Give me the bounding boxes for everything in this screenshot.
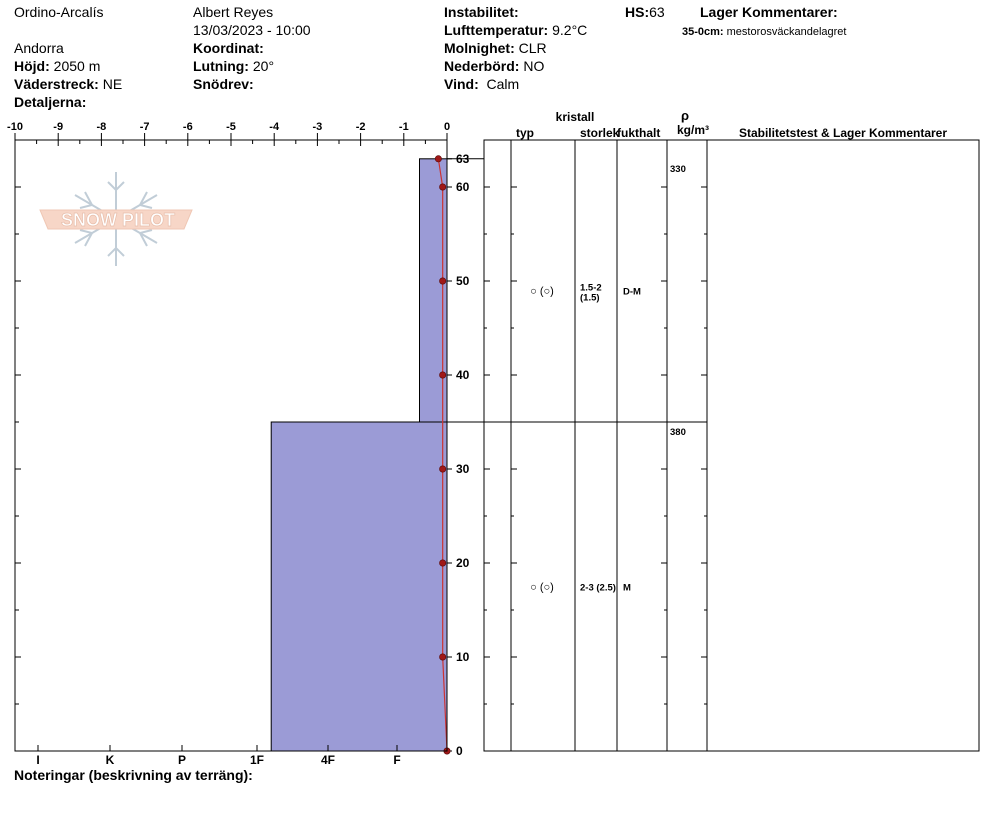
temperature-point	[439, 183, 447, 191]
depth-tick-label: 20	[456, 556, 470, 570]
layer-grain-type: ○ (○)	[530, 285, 554, 297]
layer-density: 380	[670, 427, 686, 438]
layer-grain-size-avg: (1.5)	[580, 292, 600, 303]
temp-tick-label: -2	[356, 121, 366, 133]
layer-grain-size: 1.5-2	[580, 282, 602, 293]
header-crystal: kristall	[556, 110, 595, 124]
hardness-tick-label: 4F	[321, 753, 335, 767]
wind: Vind: Calm	[444, 76, 519, 92]
aspect-label: Väderstreck:	[14, 76, 99, 92]
layer-comment-range: 35-0cm:	[682, 26, 724, 38]
layer-grain-type: ○ (○)	[530, 582, 554, 594]
header-stability: Stabilitetstest & Lager Kommentarer	[739, 126, 947, 140]
header-size: storlek	[580, 126, 620, 140]
region: Andorra	[14, 40, 64, 56]
temp-tick-label: 0	[444, 121, 450, 133]
hardness-tick-label: I	[36, 753, 39, 767]
chart-frame	[14, 139, 448, 752]
slope-value: 20°	[252, 58, 275, 74]
depth-tick-label: 30	[456, 462, 470, 476]
header-moisture: fukthalt	[617, 126, 660, 140]
watermark-text: SNOW PILOT	[61, 210, 175, 230]
layer-density: 330	[670, 164, 686, 175]
location: Ordino-Arcalís	[14, 4, 104, 20]
temp-tick-label: -3	[313, 121, 323, 133]
temp-tick-label: -5	[226, 121, 236, 133]
header-density-unit: kg/m³	[677, 123, 709, 137]
elevation-label: Höjd:	[14, 58, 50, 74]
aspect: Väderstreck: NE	[14, 76, 122, 92]
temp-tick-label: -1	[399, 121, 409, 133]
observer: Albert Reyes	[193, 4, 274, 20]
temperature-point	[439, 371, 447, 379]
layer-grain-size: 2-3 (2.5)	[580, 583, 616, 594]
snow-height: HS:63	[625, 4, 665, 20]
layer-moisture: D-M	[623, 286, 641, 297]
air-temperature: Lufttemperatur: 9.2°C	[444, 22, 587, 38]
wind-value: Calm	[486, 76, 520, 92]
depth-tick-label: 40	[456, 368, 470, 382]
temp-tick-label: -10	[7, 121, 23, 133]
header-rho: ρ	[681, 108, 689, 123]
temperature-line	[437, 158, 448, 752]
temperature-point	[439, 277, 447, 285]
layer-comment: 35-0cm: mestorosväckandelagret	[682, 24, 846, 40]
layer-comment-text: mestorosväckandelagret	[726, 26, 847, 38]
depth-tick-label: 10	[456, 650, 470, 664]
hs-value: 63	[649, 4, 665, 20]
temp-tick-label: -6	[183, 121, 193, 133]
datetime: 13/03/2023 - 10:00	[193, 22, 311, 38]
slope-label: Lutning:	[193, 58, 249, 74]
temp-tick-label: -4	[269, 121, 280, 133]
depth-tick-label: 50	[456, 274, 470, 288]
wind-label: Vind:	[444, 76, 479, 92]
hardness-tick-label: K	[106, 753, 115, 767]
temperature-point	[439, 465, 447, 473]
elevation: Höjd: 2050 m	[14, 58, 100, 74]
hardness-tick-label: 1F	[250, 753, 264, 767]
temp-tick-label: -7	[140, 121, 150, 133]
aspect-value: NE	[102, 76, 123, 92]
temp-tick-label: -9	[53, 121, 63, 133]
layer-table-frame	[483, 139, 980, 752]
hardness-tick-label: P	[178, 753, 186, 767]
coordinate-label: Koordinat:	[193, 40, 264, 56]
temperature-point	[434, 155, 442, 163]
header-type: typ	[516, 126, 534, 140]
drift-label: Snödrev:	[193, 76, 254, 92]
sky-cover: Molnighet: CLR	[444, 40, 547, 56]
details-label: Detaljerna:	[14, 94, 87, 110]
hs-label: HS:	[625, 4, 650, 20]
temp-tick-label: -8	[97, 121, 107, 133]
snowpilot-watermark: SNOW PILOT	[39, 172, 193, 266]
depth-tick-label: 60	[456, 180, 470, 194]
instability-label: Instabilitet:	[444, 4, 519, 20]
layer-moisture: M	[623, 583, 631, 594]
slope: Lutning: 20°	[193, 58, 274, 74]
temperature-point	[439, 653, 447, 661]
sky-label: Molnighet:	[444, 40, 515, 56]
air-temp-label: Lufttemperatur:	[444, 22, 549, 38]
notes-label: Noteringar (beskrivning av terräng):	[14, 767, 253, 783]
depth-tick-label: 0	[456, 744, 463, 758]
precip-label: Nederbörd:	[444, 58, 520, 74]
precip-value: NO	[523, 58, 545, 74]
air-temp-value: 9.2°C	[552, 22, 588, 38]
layer-comments-label: Lager Kommentarer:	[700, 4, 838, 20]
elevation-value: 2050 m	[53, 58, 101, 74]
hardness-bar-1	[270, 421, 448, 752]
hardness-tick-label: F	[393, 753, 400, 767]
sky-value: CLR	[518, 40, 547, 56]
precipitation: Nederbörd: NO	[444, 58, 544, 74]
temperature-point	[439, 559, 447, 567]
watermark-banner	[39, 209, 193, 230]
